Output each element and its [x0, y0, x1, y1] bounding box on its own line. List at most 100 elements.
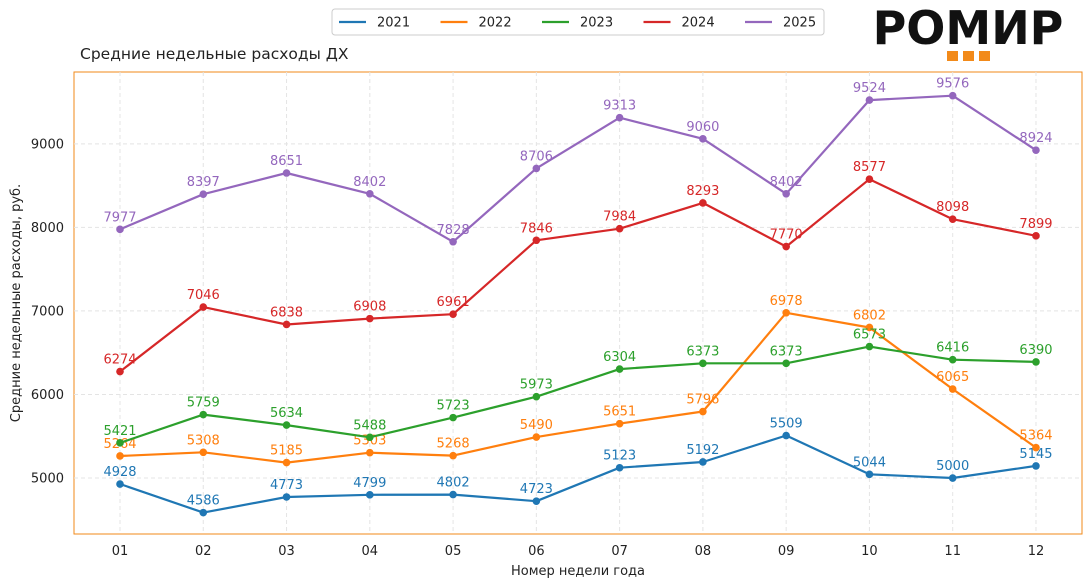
data-label: 6373	[770, 344, 803, 359]
y-tick-label: 8000	[31, 221, 64, 236]
data-label: 8651	[270, 154, 303, 169]
data-label: 5303	[353, 434, 386, 449]
data-label: 4586	[187, 494, 220, 509]
data-point	[615, 113, 624, 122]
data-point	[1032, 232, 1040, 240]
data-label: 7846	[520, 221, 553, 236]
data-point	[282, 421, 291, 429]
data-label: 8402	[770, 175, 803, 190]
data-label: 5123	[603, 449, 636, 464]
y-tick-label: 6000	[31, 388, 64, 403]
data-label: 8098	[936, 200, 969, 215]
data-label: 5723	[437, 399, 470, 414]
series-line	[119, 178, 1037, 373]
data-point	[948, 215, 957, 224]
data-label: 5364	[1019, 429, 1052, 444]
data-point	[282, 493, 291, 501]
data-point	[532, 164, 541, 173]
data-point	[199, 448, 208, 457]
x-tick-label: 11	[944, 544, 961, 559]
data-label: 6065	[936, 370, 969, 385]
data-label: 5145	[1019, 447, 1052, 462]
data-label: 6274	[103, 353, 136, 368]
data-label: 8293	[686, 184, 719, 199]
data-label: 5421	[103, 424, 136, 439]
series-line	[119, 94, 1037, 243]
data-point	[699, 407, 707, 416]
data-label: 4723	[520, 482, 553, 497]
data-point	[532, 433, 541, 441]
data-point	[116, 452, 124, 460]
legend-item-2021: 2021	[339, 16, 410, 31]
data-point	[116, 225, 124, 234]
data-point	[199, 410, 208, 419]
x-tick-label: 10	[861, 544, 878, 559]
data-point	[699, 359, 707, 368]
data-point	[449, 451, 457, 460]
data-point	[948, 385, 957, 393]
series: 4928 4586 4773 4799 4802 4723 5123 5192 5509 5044…	[103, 77, 1053, 517]
series-line	[119, 311, 1037, 464]
y-axis-label: Средние недельные расходы, руб.	[9, 184, 24, 422]
data-point	[366, 433, 374, 442]
data-point	[782, 242, 790, 251]
data-label: 8397	[187, 175, 220, 190]
romir-logo-text: РОМИР	[873, 1, 1064, 55]
legend-label: 2024	[682, 16, 715, 31]
data-point	[699, 458, 707, 466]
y-tick-label: 7000	[31, 304, 64, 319]
data-point	[1032, 358, 1040, 366]
data-label: 7984	[603, 210, 636, 225]
data-label: 7046	[187, 288, 220, 303]
axis-ticks: 01 02 03 04 05 06 07 08 09 10 11 12 5000 6000 7000 8000…	[31, 137, 1044, 559]
data-label: 5634	[270, 406, 303, 421]
series-2023: 5421 5759 5634 5488 5723 5973 6304 6373 6373 6573…	[103, 328, 1053, 447]
data-label: 8924	[1019, 131, 1052, 146]
data-point	[782, 190, 790, 198]
logo-square	[947, 51, 958, 61]
data-point	[615, 463, 624, 472]
data-point	[1032, 462, 1040, 470]
data-label: 5044	[853, 455, 886, 470]
legend-item-2025: 2025	[745, 16, 816, 31]
data-label: 6573	[853, 328, 886, 343]
data-label: 6838	[270, 305, 303, 320]
x-tick-label: 06	[528, 544, 545, 559]
data-point	[865, 342, 874, 351]
data-point	[282, 169, 291, 177]
data-point	[366, 190, 374, 198]
legend-label: 2025	[783, 16, 816, 31]
data-point	[948, 355, 957, 364]
legend-label: 2022	[479, 16, 512, 31]
x-tick-label: 12	[1028, 544, 1045, 559]
chart-title: Средние недельные расходы ДХ	[80, 45, 349, 63]
data-label: 9060	[686, 120, 719, 135]
data-label: 9524	[853, 81, 886, 96]
data-point	[532, 236, 541, 245]
data-point	[116, 439, 124, 447]
data-point	[116, 480, 124, 488]
data-point	[449, 237, 457, 246]
data-point	[532, 392, 541, 401]
grid	[74, 72, 1082, 534]
legend-item-2024: 2024	[643, 16, 715, 31]
data-label: 6961	[437, 295, 470, 310]
series-2025: 7977 8397 8651 8402 7828 8706 9313 9060 8402 9524…	[103, 77, 1053, 246]
romir-logo: РОМИР	[873, 1, 1064, 61]
data-label: 6908	[353, 300, 386, 315]
data-point	[366, 448, 374, 457]
series-2024: 6274 7046 6838 6908 6961 7846 7984 8293 7770 8577…	[103, 160, 1053, 376]
data-label: 5185	[270, 444, 303, 459]
data-point	[282, 458, 291, 467]
legend-item-2023: 2023	[542, 16, 613, 31]
data-point	[865, 96, 874, 104]
data-label: 5488	[353, 418, 386, 433]
data-point	[699, 135, 707, 143]
legend-label: 2021	[377, 16, 410, 31]
x-tick-label: 09	[778, 544, 795, 559]
data-label: 6304	[603, 350, 636, 365]
data-label: 7770	[770, 228, 803, 243]
x-axis-label: Номер недели года	[511, 564, 645, 579]
data-label: 5490	[520, 418, 553, 433]
